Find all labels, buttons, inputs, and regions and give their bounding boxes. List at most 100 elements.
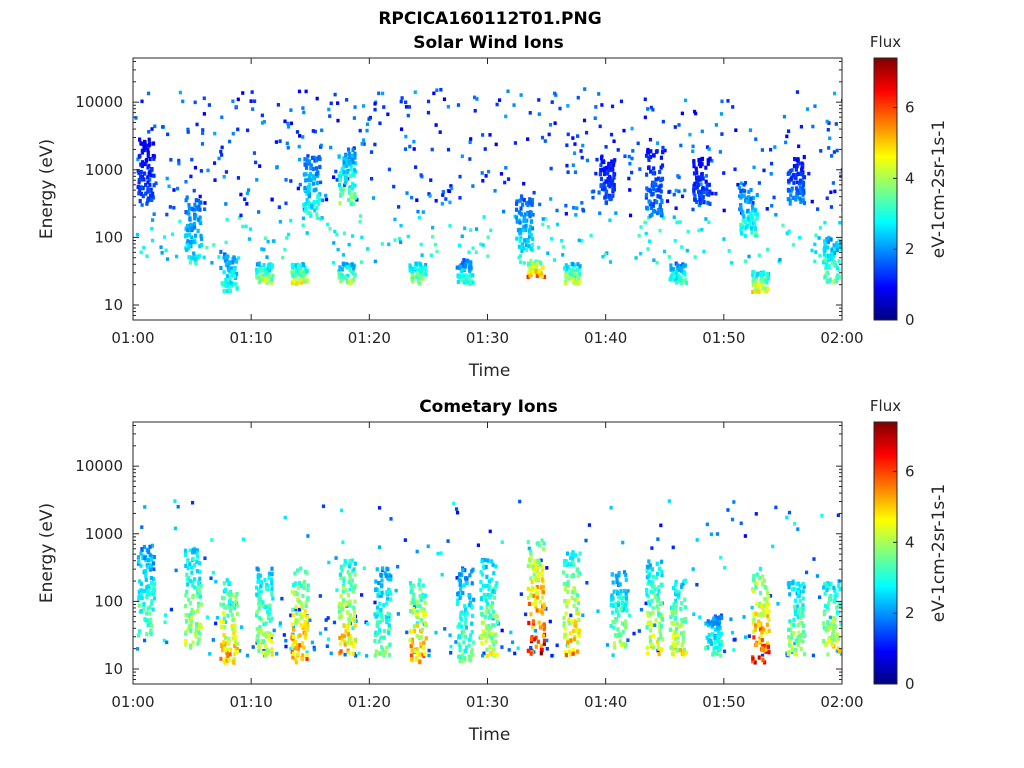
heatmap-cell xyxy=(535,261,539,266)
heatmap-cell xyxy=(381,647,385,652)
heatmap-cell xyxy=(299,584,304,589)
heatmap-cell xyxy=(611,168,615,173)
heatmap-cell xyxy=(140,174,145,179)
heatmap-cell xyxy=(704,187,708,192)
heatmap-cell xyxy=(524,243,529,248)
heatmap-cell xyxy=(359,260,364,264)
heatmap-cell xyxy=(825,581,830,586)
heatmap-cell xyxy=(193,585,197,590)
heatmap-cell xyxy=(468,595,472,600)
heatmap-cell xyxy=(677,189,681,194)
heatmap-cell xyxy=(191,640,195,645)
heatmap-cell xyxy=(660,637,665,642)
heatmap-cell xyxy=(518,499,522,504)
heatmap-cell xyxy=(754,512,758,516)
heatmap-cell xyxy=(144,577,148,582)
heatmap-cell xyxy=(352,274,357,279)
heatmap-cell xyxy=(270,277,274,282)
heatmap-cell xyxy=(299,566,303,571)
heatmap-cell xyxy=(646,613,651,618)
heatmap-cell xyxy=(520,242,524,247)
heatmap-cell xyxy=(530,585,535,590)
heatmap-cell xyxy=(547,132,551,137)
heatmap-cell xyxy=(672,602,676,607)
heatmap-cell xyxy=(431,235,435,239)
heatmap-cell xyxy=(677,590,681,595)
heatmap-cell xyxy=(669,263,673,268)
heatmap-cell xyxy=(567,266,571,271)
heatmap-cell xyxy=(457,265,462,271)
heatmap-cell xyxy=(682,579,686,584)
heatmap-cell xyxy=(627,154,631,159)
heatmap-cell xyxy=(647,599,651,605)
heatmap-cell xyxy=(380,645,384,650)
heatmap-cell xyxy=(471,280,475,285)
heatmap-cell xyxy=(763,585,767,590)
heatmap-cell xyxy=(649,169,653,174)
heatmap-cell xyxy=(484,610,488,615)
heatmap-cell xyxy=(676,174,680,178)
heatmap-cell xyxy=(152,588,156,593)
heatmap-cell xyxy=(632,631,636,636)
heatmap-cell xyxy=(378,593,383,598)
heatmap-cell xyxy=(296,651,300,656)
heatmap-cell xyxy=(713,627,718,632)
heatmap-cell xyxy=(536,574,540,580)
heatmap-cell xyxy=(295,568,300,573)
heatmap-cell xyxy=(262,247,266,252)
heatmap-cell xyxy=(801,639,805,644)
heatmap-cell xyxy=(648,187,652,193)
heatmap-cell xyxy=(419,597,423,603)
heatmap-cell xyxy=(366,247,370,251)
heatmap-cell xyxy=(300,280,304,285)
heatmap-cell xyxy=(299,601,303,606)
heatmap-cell xyxy=(694,166,698,171)
heatmap-cell xyxy=(341,253,346,257)
heatmap-cell xyxy=(190,500,195,505)
heatmap-cell xyxy=(346,147,351,152)
heatmap-cell xyxy=(599,176,604,182)
heatmap-cell xyxy=(409,584,413,590)
heatmap-cell xyxy=(739,227,743,232)
heatmap-cell xyxy=(142,177,146,182)
heatmap-cell xyxy=(657,646,661,651)
heatmap-cell xyxy=(455,576,459,580)
heatmap-cell xyxy=(698,200,703,206)
heatmap-cell xyxy=(553,121,557,125)
heatmap-cell xyxy=(737,186,742,190)
heatmap-cell xyxy=(755,284,759,289)
heatmap-cell xyxy=(826,607,830,612)
heatmap-cell xyxy=(461,659,465,664)
heatmap-cell xyxy=(519,230,523,235)
heatmap-cell xyxy=(379,573,383,578)
heatmap-cell xyxy=(566,643,571,649)
heatmap-cell xyxy=(463,264,467,269)
heatmap-cell xyxy=(624,622,628,627)
heatmap-cell xyxy=(458,273,462,279)
heatmap-cell xyxy=(685,248,689,253)
heatmap-cell xyxy=(494,640,498,645)
heatmap-cell xyxy=(827,586,831,591)
heatmap-cell xyxy=(404,100,408,105)
heatmap-cell xyxy=(532,593,536,598)
heatmap-cell xyxy=(793,641,797,646)
heatmap-cell xyxy=(563,650,567,655)
heatmap-cell xyxy=(487,610,491,615)
heatmap-cell xyxy=(627,176,631,181)
heatmap-cell xyxy=(311,166,315,172)
heatmap-cell xyxy=(404,105,409,109)
heatmap-cell xyxy=(457,634,461,639)
heatmap-cell xyxy=(165,257,170,261)
heatmap-cell xyxy=(235,286,239,291)
heatmap-cell xyxy=(555,643,559,648)
heatmap-cell xyxy=(528,197,532,202)
heatmap-cell xyxy=(380,578,384,583)
heatmap-cell xyxy=(719,555,723,560)
heatmap-cell xyxy=(655,149,659,154)
heatmap-cell xyxy=(373,633,377,638)
heatmap-cell xyxy=(580,239,584,243)
heatmap-cell xyxy=(269,639,274,644)
heatmap-cell xyxy=(377,639,381,644)
heatmap-cell xyxy=(136,157,140,162)
